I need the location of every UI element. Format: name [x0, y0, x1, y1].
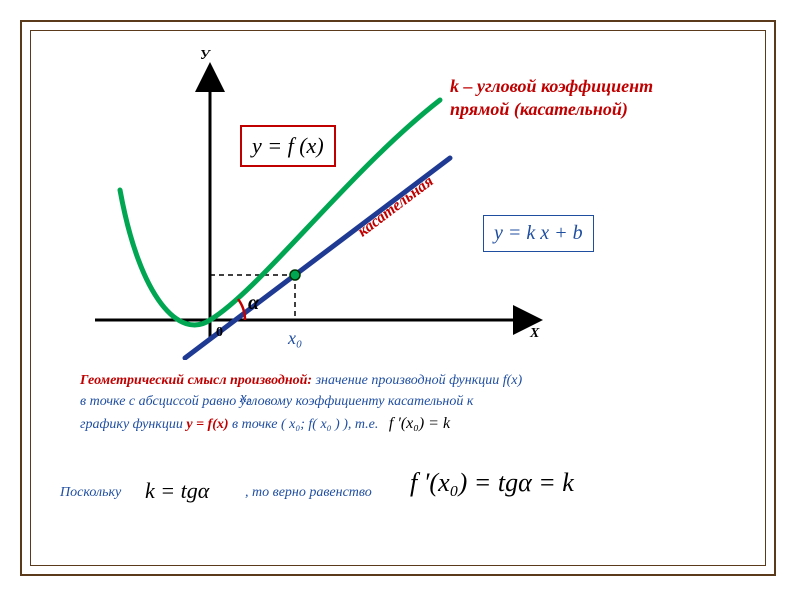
title-line1: k – угловой коэффициент — [450, 76, 653, 96]
title: k – угловой коэффициент прямой (касатель… — [450, 75, 653, 122]
final-since: Поскольку — [60, 485, 121, 501]
function-formula-box: y = f (x) — [240, 125, 336, 167]
main-equality: f ′(x₀) = tgα = k — [410, 468, 574, 498]
x0-label: x₀ — [288, 328, 302, 349]
title-line2: прямой (касательной) — [450, 99, 628, 119]
deriv-eq-k: f ′(x₀) = k — [389, 415, 450, 432]
x0-inline: x₀ — [240, 390, 252, 407]
origin-zero: 0 — [216, 325, 223, 341]
explain-heading: Геометрический смысл производной: — [80, 373, 312, 388]
alpha-angle-label: α — [248, 292, 259, 315]
slide-content: У Х 0 α x₀ y = f (x) y = k x + b k – угл… — [40, 40, 760, 560]
final-then: , то верно равенство — [245, 485, 372, 501]
y-axis-label: У — [200, 48, 210, 64]
x-axis-label: Х — [530, 326, 539, 342]
explanation-text: Геометрический смысл производной: значен… — [80, 370, 740, 436]
tangent-line-formula-box: y = k x + b — [483, 215, 594, 252]
k-eq-tg-alpha: k = tgα — [145, 478, 209, 504]
